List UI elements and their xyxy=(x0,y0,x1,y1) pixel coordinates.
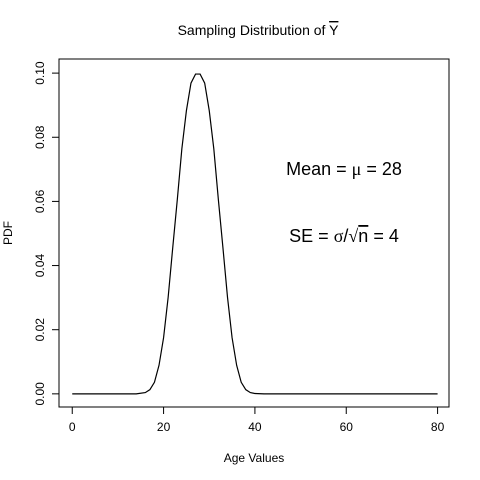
y-tick-label: 0.00 xyxy=(33,382,47,406)
x-tick-label: 60 xyxy=(340,420,354,434)
y-tick-label: 0.06 xyxy=(33,189,47,213)
chart-title: Sampling Distribution of Y xyxy=(178,22,340,38)
x-tick-label: 40 xyxy=(248,420,262,434)
y-tick-label: 0.08 xyxy=(33,125,47,149)
y-axis-title: PDF xyxy=(1,221,15,245)
x-tick-label: 0 xyxy=(69,420,76,434)
x-axis: 0 20 40 60 80 xyxy=(69,406,445,434)
y-tick-label: 0.04 xyxy=(33,254,47,278)
y-axis: 0.00 0.02 0.04 0.06 0.08 0.10 xyxy=(33,61,60,406)
x-axis-title: Age Values xyxy=(224,451,285,465)
pdf-curve-line xyxy=(72,73,438,395)
mean-annotation: Mean = μ = 28 xyxy=(286,159,402,179)
y-tick-label: 0.10 xyxy=(33,61,47,85)
y-bar-symbol: Y xyxy=(329,22,339,38)
y-tick-label: 0.02 xyxy=(33,318,47,342)
x-tick-label: 80 xyxy=(431,420,445,434)
x-tick-label: 20 xyxy=(157,420,171,434)
se-annotation: SE = σ/√n = 4 xyxy=(289,226,399,246)
